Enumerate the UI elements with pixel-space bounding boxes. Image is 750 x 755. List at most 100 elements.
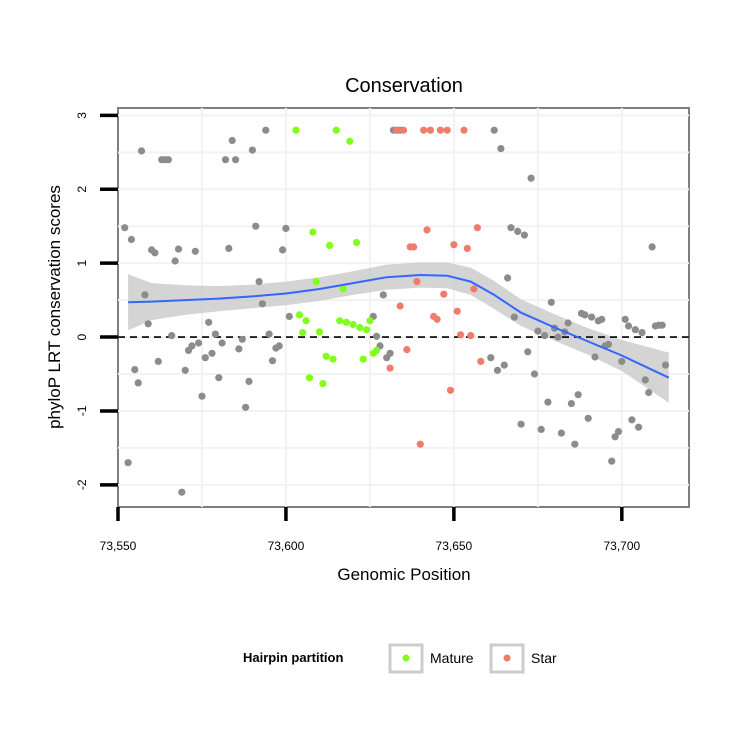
- point-mature: [373, 346, 381, 354]
- point-other: [208, 349, 216, 357]
- point-other: [171, 257, 179, 265]
- point-other: [275, 342, 283, 350]
- legend-dot-mature: [402, 654, 410, 662]
- point-other: [567, 400, 576, 408]
- point-other: [248, 146, 256, 154]
- point-mature: [295, 311, 303, 319]
- point-other: [571, 440, 579, 448]
- point-mature: [342, 318, 350, 326]
- point-star: [446, 386, 455, 394]
- point-star: [413, 278, 421, 286]
- point-other: [608, 457, 616, 465]
- point-mature: [312, 278, 320, 286]
- point-other: [604, 340, 613, 348]
- point-star: [453, 307, 461, 315]
- point-other: [127, 235, 135, 244]
- point-star: [393, 126, 401, 134]
- point-mature: [302, 317, 310, 325]
- point-mature: [346, 137, 354, 145]
- point-other: [121, 224, 129, 232]
- point-other: [195, 339, 203, 347]
- point-mature: [359, 355, 367, 363]
- x-axis: 73,550 73,600 73,650 73,700: [100, 507, 641, 553]
- point-other: [645, 388, 653, 397]
- point-other: [168, 332, 176, 340]
- point-mature: [332, 126, 340, 134]
- point-mature: [363, 326, 371, 334]
- legend-title: Hairpin partition: [243, 650, 343, 665]
- point-mature: [319, 380, 327, 388]
- point-other: [537, 425, 545, 433]
- point-other: [245, 377, 253, 385]
- point-mature: [322, 352, 330, 360]
- point-other: [544, 398, 552, 406]
- point-other: [624, 322, 633, 330]
- point-star: [386, 364, 394, 372]
- point-mature: [305, 374, 314, 382]
- point-mature: [356, 323, 364, 332]
- point-other: [547, 298, 555, 306]
- point-other: [255, 278, 263, 286]
- x-tick-label: 73,700: [603, 539, 640, 553]
- point-other: [584, 414, 592, 422]
- point-mature: [329, 355, 337, 363]
- point-mature: [292, 126, 300, 134]
- point-other: [524, 348, 532, 356]
- point-other: [124, 459, 132, 467]
- point-star: [396, 302, 404, 310]
- point-star: [473, 224, 481, 232]
- legend: Hairpin partition Mature Star: [243, 643, 557, 674]
- point-other: [252, 222, 260, 230]
- point-star: [423, 226, 431, 234]
- point-other: [661, 361, 670, 369]
- point-other: [588, 313, 596, 321]
- y-tick-label: 3: [75, 112, 89, 119]
- y-tick-label: 1: [75, 260, 89, 267]
- confidence-ribbon: [128, 262, 669, 403]
- point-other: [628, 416, 636, 424]
- smooth-line-layer: [128, 273, 670, 379]
- point-other: [564, 319, 572, 327]
- point-other: [497, 145, 505, 153]
- point-other: [379, 291, 387, 299]
- point-other: [225, 244, 233, 252]
- point-other: [282, 224, 290, 232]
- point-star: [426, 126, 434, 134]
- point-other: [493, 366, 502, 374]
- point-other: [198, 392, 206, 400]
- grid-lines: [118, 108, 689, 507]
- point-other: [215, 374, 223, 382]
- point-other: [554, 333, 562, 341]
- point-other: [591, 353, 599, 361]
- point-other: [235, 345, 243, 353]
- point-mature: [352, 238, 361, 247]
- point-star: [477, 357, 485, 365]
- point-other: [258, 300, 266, 308]
- point-mature: [339, 285, 347, 293]
- point-star: [463, 244, 471, 252]
- point-other: [218, 339, 226, 347]
- y-tick-label: 2: [75, 186, 89, 193]
- point-star: [420, 126, 428, 134]
- point-other: [232, 156, 240, 164]
- point-other: [268, 357, 277, 365]
- point-other: [530, 370, 539, 378]
- point-other: [279, 246, 287, 254]
- point-other: [614, 428, 623, 436]
- point-other: [262, 126, 270, 134]
- y-tick-label: -1: [75, 405, 89, 416]
- point-other: [137, 147, 146, 155]
- point-star: [436, 126, 444, 134]
- point-other: [581, 311, 589, 319]
- point-other: [228, 136, 236, 145]
- point-other: [534, 327, 542, 335]
- point-other: [514, 227, 522, 235]
- point-other: [221, 156, 230, 164]
- point-other: [211, 330, 219, 338]
- point-other: [641, 376, 649, 384]
- point-other: [242, 403, 250, 411]
- point-other: [487, 354, 495, 362]
- x-tick-label: 73,550: [100, 539, 137, 553]
- point-mature: [299, 329, 307, 337]
